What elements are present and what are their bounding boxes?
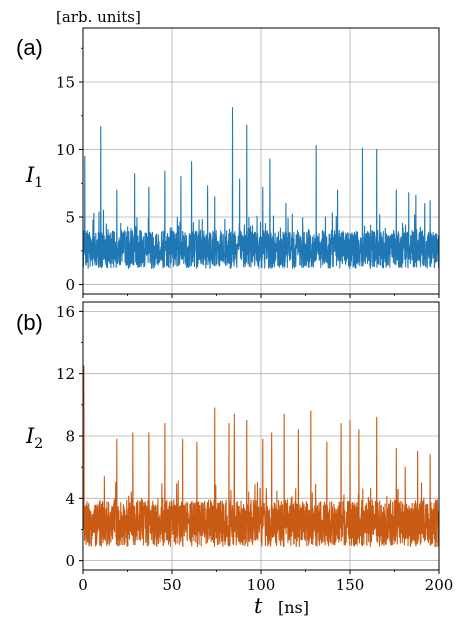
y-axis-symbol: I <box>25 163 35 187</box>
x-axis-label: t [ns] <box>254 594 309 618</box>
x-tick-label: 150 <box>336 576 365 594</box>
y-tick-label: 8 <box>65 428 75 446</box>
y-axis-label: I2 <box>25 424 43 452</box>
y-tick-label: 16 <box>56 303 75 321</box>
y-axis-subscript: 2 <box>34 436 43 452</box>
y-axis-label: I1 <box>25 163 43 191</box>
y-tick-label: 15 <box>56 74 75 92</box>
panel-letter-a: (a) <box>16 35 43 60</box>
panel-a: 0 5 10 15 (a) I1 <box>16 27 440 298</box>
panel-letter-b: (b) <box>16 310 43 335</box>
x-axis-unit: [ns] <box>278 598 309 617</box>
x-tick-label: 50 <box>162 576 181 594</box>
x-axis-symbol: t <box>254 594 263 618</box>
y-tick-label: 4 <box>65 490 75 508</box>
series-line <box>82 107 440 269</box>
y-tick-label: 12 <box>56 365 75 383</box>
x-tick-label: 200 <box>425 576 454 594</box>
y-axis-symbol: I <box>25 424 35 448</box>
panel-b: 0 4 8 12 16 0 50 100 150 200 (b) I2 <box>16 301 454 594</box>
y-tick-label: 5 <box>65 209 75 227</box>
x-tick-label: 100 <box>247 576 276 594</box>
y-tick-label: 0 <box>65 276 75 294</box>
y-tick-label: 10 <box>56 141 75 159</box>
y-axis-subscript: 1 <box>34 175 43 191</box>
y-tick-label: 0 <box>65 552 75 570</box>
x-tick-label: 0 <box>78 576 88 594</box>
unit-label: [arb. units] <box>56 8 141 26</box>
series-line <box>82 365 440 548</box>
